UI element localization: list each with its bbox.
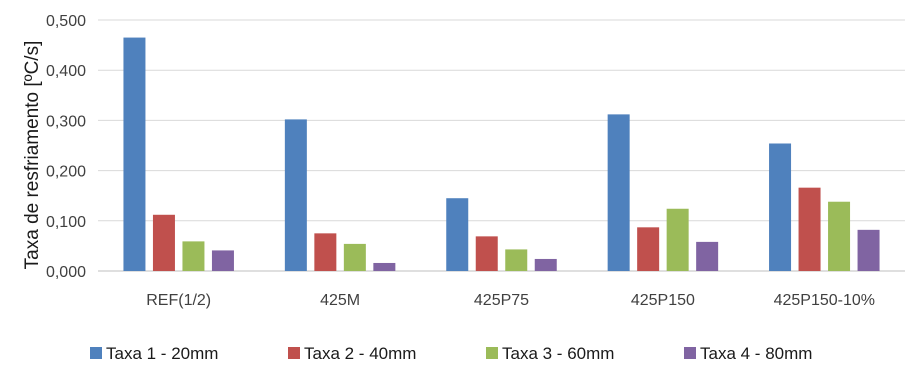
x-tick-label: 425P75 bbox=[474, 292, 529, 309]
bar-2-1 bbox=[152, 214, 175, 271]
bar-3-4 bbox=[666, 208, 689, 271]
x-tick-label: 425M bbox=[320, 292, 360, 309]
bar-1-1 bbox=[123, 37, 146, 271]
bar-4-2 bbox=[373, 262, 396, 271]
y-tick-label: 0,100 bbox=[46, 214, 86, 231]
legend-swatch bbox=[288, 347, 300, 359]
bar-4-5 bbox=[857, 229, 880, 271]
x-tick-label: REF(1/2) bbox=[146, 292, 211, 309]
bar-3-3 bbox=[505, 249, 528, 271]
bar-1-4 bbox=[607, 114, 630, 271]
bars bbox=[123, 37, 880, 272]
y-tick-label: 0,400 bbox=[46, 63, 86, 80]
legend: Taxa 1 - 20mm Taxa 2 - 40mm Taxa 3 - 60mm T… bbox=[90, 344, 812, 363]
bar-3-2 bbox=[343, 243, 366, 271]
x-tick-label: 425P150-10% bbox=[774, 292, 875, 309]
bar-2-5 bbox=[798, 187, 821, 271]
y-axis-label: Taxa de resfriamento [ºC/s] bbox=[22, 41, 43, 270]
legend-label: Taxa 1 - 20mm bbox=[106, 344, 218, 363]
y-tick-label: 0,500 bbox=[46, 13, 86, 30]
legend-swatch bbox=[90, 347, 102, 359]
legend-label: Taxa 3 - 60mm bbox=[502, 344, 614, 363]
x-axis-ticks: REF(1/2) 425M 425P75 425P150 425P150-10% bbox=[146, 292, 875, 309]
legend-swatch bbox=[684, 347, 696, 359]
bar-4-3 bbox=[534, 258, 557, 271]
bar-1-2 bbox=[284, 119, 307, 272]
bar-4-4 bbox=[696, 241, 719, 271]
bar-3-5 bbox=[828, 201, 851, 271]
bar-2-3 bbox=[475, 236, 498, 271]
bar-1-5 bbox=[769, 143, 792, 271]
bar-2-4 bbox=[637, 227, 660, 271]
bar-2-2 bbox=[314, 233, 337, 271]
bar-1-3 bbox=[446, 198, 469, 271]
y-tick-label: 0,300 bbox=[46, 113, 86, 130]
legend-swatch bbox=[486, 347, 498, 359]
legend-label: Taxa 2 - 40mm bbox=[304, 344, 416, 363]
y-tick-label: 0,000 bbox=[46, 264, 86, 281]
bar-4-1 bbox=[211, 250, 234, 271]
bar-3-1 bbox=[182, 241, 205, 271]
y-axis-ticks: 0,000 0,100 0,200 0,300 0,400 0,500 bbox=[46, 13, 86, 281]
y-tick-label: 0,200 bbox=[46, 164, 86, 181]
x-tick-label: 425P150 bbox=[631, 292, 695, 309]
legend-label: Taxa 4 - 80mm bbox=[700, 344, 812, 363]
